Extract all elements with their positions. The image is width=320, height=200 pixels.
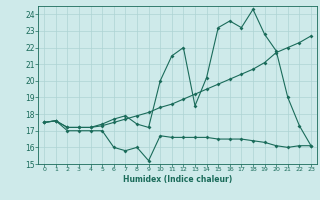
X-axis label: Humidex (Indice chaleur): Humidex (Indice chaleur) — [123, 175, 232, 184]
